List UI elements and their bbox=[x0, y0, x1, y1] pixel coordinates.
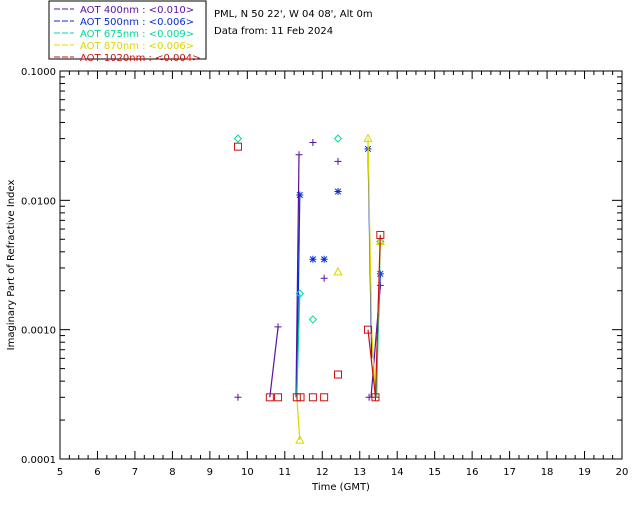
x-tick-label: 18 bbox=[541, 467, 554, 478]
y-axis-title: Imaginary Part of Refractive Index bbox=[6, 180, 17, 351]
series-line-segment bbox=[296, 293, 301, 398]
data-point-triangle bbox=[295, 435, 305, 444]
y-tick-label: 0.1000 bbox=[21, 67, 56, 78]
data-point-square bbox=[334, 370, 343, 379]
legend-label: AOT 400nm : <0.010> bbox=[80, 5, 194, 16]
data-point-square bbox=[296, 393, 305, 402]
x-tick-label: 9 bbox=[207, 467, 213, 478]
legend: AOT 400nm : <0.010>AOT 500nm : <0.006>AO… bbox=[48, 0, 207, 64]
data-point-plus bbox=[320, 274, 328, 282]
series-layer bbox=[233, 133, 385, 444]
x-tick-label: 20 bbox=[616, 467, 629, 478]
x-tick-label: 17 bbox=[503, 467, 516, 478]
data-point-diamond bbox=[295, 289, 304, 298]
data-point-plus bbox=[365, 393, 373, 401]
data-point-square bbox=[308, 393, 317, 402]
data-point-diamond bbox=[308, 315, 318, 324]
data-point-star bbox=[376, 270, 384, 278]
data-point-square bbox=[376, 230, 385, 239]
data-point-plus bbox=[274, 323, 282, 331]
legend-label: AOT 1020nm : <0.004> bbox=[80, 53, 200, 64]
date-info: Data from: 11 Feb 2024 bbox=[214, 26, 333, 37]
x-axis-title: Time (GMT) bbox=[311, 482, 370, 493]
legend-box bbox=[48, 0, 207, 60]
data-point-plus bbox=[334, 157, 342, 165]
legend-label: AOT 500nm : <0.006> bbox=[80, 17, 194, 28]
data-point-triangle bbox=[333, 266, 343, 276]
data-point-square bbox=[265, 393, 274, 402]
data-point-square bbox=[371, 393, 380, 402]
data-point-triangle bbox=[363, 133, 373, 143]
series-line-segment bbox=[269, 326, 279, 398]
data-point-square bbox=[363, 325, 372, 334]
data-point-square bbox=[274, 393, 283, 402]
x-tick-label: 15 bbox=[428, 467, 441, 478]
series-line-segment bbox=[296, 397, 301, 441]
x-tick-label: 8 bbox=[169, 467, 175, 478]
series-square bbox=[233, 142, 385, 402]
legend-label: AOT 675nm : <0.009> bbox=[80, 29, 194, 40]
y-tick-label: 0.0010 bbox=[21, 326, 56, 337]
y-axis: 0.0001 0.0010 0.0100 0.1000 bbox=[21, 67, 622, 466]
series-line-segment bbox=[371, 329, 377, 398]
x-tick-label: 19 bbox=[578, 467, 591, 478]
plot-area bbox=[59, 70, 623, 460]
x-tick-label: 13 bbox=[353, 467, 366, 478]
data-point-diamond bbox=[333, 134, 343, 143]
data-point-star bbox=[320, 255, 328, 263]
x-tick-label: 14 bbox=[391, 467, 404, 478]
data-point-square bbox=[233, 142, 242, 151]
data-point-star bbox=[296, 191, 304, 199]
station-info: PML, N 50 22', W 04 08', Alt 0m bbox=[214, 9, 373, 20]
x-tick-label: 12 bbox=[316, 467, 329, 478]
x-tick-label: 5 bbox=[57, 467, 63, 478]
x-tick-label: 10 bbox=[241, 467, 254, 478]
data-point-square bbox=[320, 393, 329, 402]
series-line-segment bbox=[367, 138, 373, 330]
y-tick-label: 0.0100 bbox=[21, 196, 56, 207]
legend-label: AOT 870nm : <0.006> bbox=[80, 41, 194, 52]
x-tick-label: 7 bbox=[132, 467, 138, 478]
data-point-star bbox=[334, 188, 342, 196]
data-point-plus bbox=[309, 139, 317, 147]
data-point-plus bbox=[234, 393, 242, 401]
x-tick-label: 6 bbox=[94, 467, 100, 478]
data-point-diamond bbox=[233, 134, 243, 143]
series-line-segment bbox=[367, 329, 377, 398]
data-point-plus bbox=[295, 151, 303, 159]
x-tick-label: 11 bbox=[278, 467, 291, 478]
series-line-segment bbox=[374, 234, 381, 398]
x-tick-label: 16 bbox=[466, 467, 479, 478]
x-axis: 5 6 7 8 9 10 11 12 13 14 15 16 17 18 19 20 bbox=[57, 71, 629, 478]
y-tick-label: 0.0001 bbox=[21, 455, 56, 466]
data-point-star bbox=[309, 255, 317, 263]
